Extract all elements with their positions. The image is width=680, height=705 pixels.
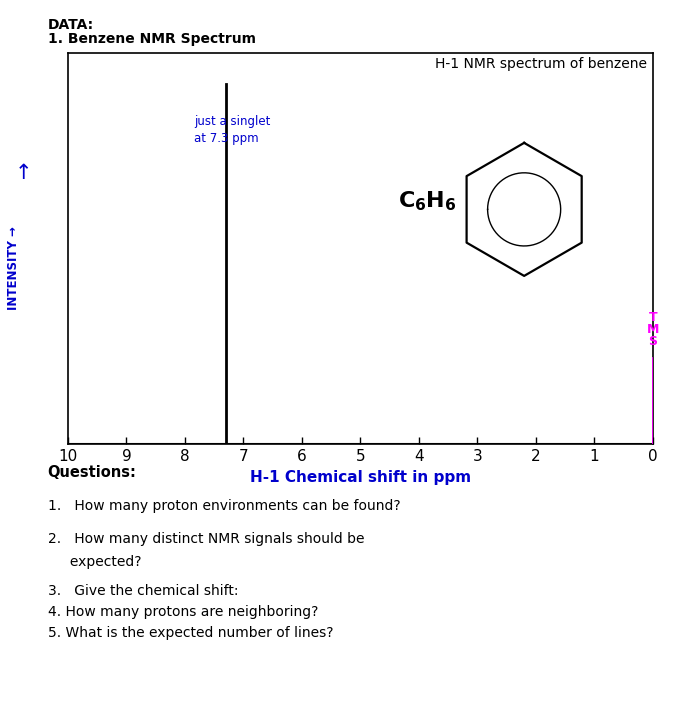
Text: 1.   How many proton environments can be found?: 1. How many proton environments can be f… (48, 499, 401, 513)
Text: 3.   Give the chemical shift:: 3. Give the chemical shift: (48, 584, 238, 598)
Text: DATA:: DATA: (48, 18, 94, 32)
X-axis label: H-1 Chemical shift in ppm: H-1 Chemical shift in ppm (250, 470, 471, 484)
Text: 1. Benzene NMR Spectrum: 1. Benzene NMR Spectrum (48, 32, 256, 46)
Text: expected?: expected? (48, 555, 141, 569)
Text: 5. What is the expected number of lines?: 5. What is the expected number of lines? (48, 626, 333, 640)
Text: $\mathbf{C_6H_6}$: $\mathbf{C_6H_6}$ (398, 190, 457, 214)
Text: T
M
S: T M S (647, 312, 659, 348)
Text: ↑: ↑ (15, 163, 33, 183)
Text: H-1 NMR spectrum of benzene: H-1 NMR spectrum of benzene (435, 57, 647, 70)
Text: just a singlet
at 7.3 ppm: just a singlet at 7.3 ppm (194, 116, 270, 145)
Text: 4. How many protons are neighboring?: 4. How many protons are neighboring? (48, 605, 318, 619)
Text: Questions:: Questions: (48, 465, 137, 480)
Text: INTENSITY →: INTENSITY → (7, 226, 20, 309)
Text: 2.   How many distinct NMR signals should be: 2. How many distinct NMR signals should … (48, 532, 364, 546)
